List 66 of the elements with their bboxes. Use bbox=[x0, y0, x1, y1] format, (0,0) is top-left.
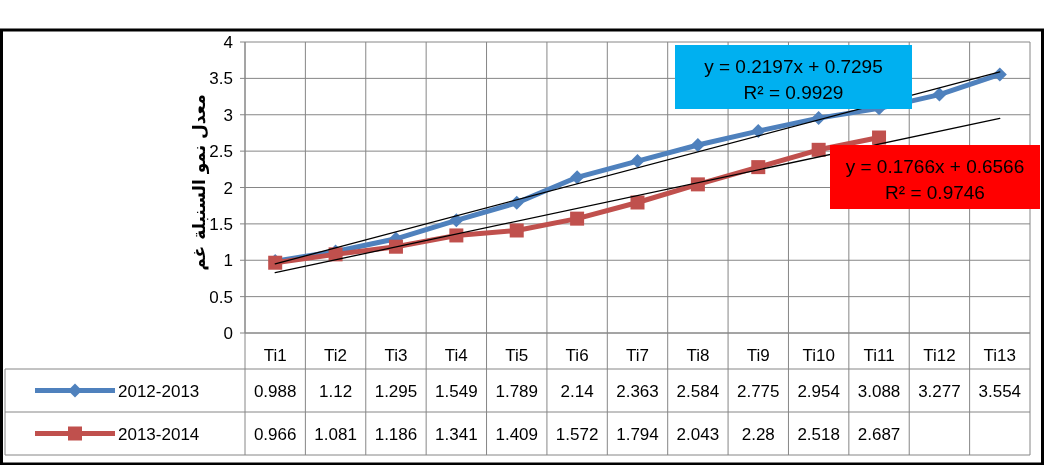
point bbox=[449, 228, 464, 243]
data-label: 2.518 bbox=[797, 424, 840, 444]
data-label: 1.295 bbox=[374, 381, 418, 401]
x-tick-label: Ti5 bbox=[505, 346, 529, 365]
data-label: 1.409 bbox=[495, 424, 538, 444]
y-tick-label: 1 bbox=[223, 251, 233, 271]
data-label: 1.081 bbox=[314, 424, 357, 444]
data-label: 1.12 bbox=[319, 381, 353, 401]
data-label: 2.14 bbox=[560, 381, 594, 401]
point bbox=[932, 87, 947, 102]
data-label: 2.584 bbox=[676, 381, 720, 401]
data-label: 1.789 bbox=[495, 381, 538, 401]
data-label: 0.966 bbox=[253, 424, 297, 444]
y-tick-label: 2.5 bbox=[209, 142, 233, 162]
x-tick-label: Ti3 bbox=[384, 346, 408, 365]
point bbox=[570, 170, 585, 185]
y-tick-label: 2 bbox=[223, 178, 233, 198]
y-tick-label: 3 bbox=[223, 105, 233, 125]
legend-label: 2013-2014 bbox=[118, 424, 200, 444]
legend-label: 2012-2013 bbox=[118, 381, 200, 401]
annotation: y = 0.1766x + 0.6566 R² = 0.9746 bbox=[845, 156, 1025, 203]
annotation: y = 0.2197x + 0.7295 R² = 0.9929 bbox=[704, 56, 883, 103]
point bbox=[388, 239, 403, 254]
x-tick-label: Ti8 bbox=[686, 346, 710, 365]
y-tick-label: 0.5 bbox=[209, 287, 233, 307]
point bbox=[630, 195, 645, 210]
data-label: 3.554 bbox=[978, 381, 1022, 401]
point bbox=[509, 223, 524, 238]
data-label: 1.549 bbox=[435, 381, 478, 401]
data-label: 1.572 bbox=[555, 424, 599, 444]
x-tick-label: Ti11 bbox=[863, 346, 895, 365]
data-label: 2.043 bbox=[676, 424, 720, 444]
point bbox=[690, 177, 705, 192]
y-tick-label: 3.5 bbox=[209, 69, 233, 89]
point bbox=[751, 160, 766, 175]
data-label: 2.954 bbox=[797, 381, 840, 401]
x-tick-label: Ti4 bbox=[444, 346, 468, 365]
data-label: 2.775 bbox=[737, 381, 780, 401]
x-tick-label: Ti6 bbox=[565, 346, 589, 365]
x-tick-label: Ti13 bbox=[983, 346, 1017, 365]
y-tick-label: 0 bbox=[223, 324, 233, 343]
data-label: 2.28 bbox=[741, 424, 775, 444]
point bbox=[630, 154, 645, 169]
data-label: 3.088 bbox=[857, 381, 901, 401]
x-tick-label: Ti10 bbox=[802, 346, 835, 365]
point bbox=[811, 142, 826, 157]
x-tick-label: Ti12 bbox=[923, 346, 956, 365]
data-label: 1.186 bbox=[374, 424, 418, 444]
data-label: 2.687 bbox=[857, 424, 901, 444]
point bbox=[751, 124, 766, 139]
x-tick-label: Ti1 bbox=[263, 346, 287, 365]
y-tick-label: 1.5 bbox=[209, 214, 233, 234]
data-label: 0.988 bbox=[253, 381, 297, 401]
data-label: 1.341 bbox=[435, 424, 478, 444]
point bbox=[570, 211, 585, 226]
data-label: 1.794 bbox=[616, 424, 659, 444]
y-axis-title: معدل نمو السنبلة غم bbox=[189, 94, 210, 271]
data-label: 2.363 bbox=[616, 381, 659, 401]
point bbox=[690, 138, 705, 153]
x-tick-label: Ti7 bbox=[626, 346, 649, 365]
x-tick-label: Ti9 bbox=[746, 346, 770, 365]
x-tick-label: Ti2 bbox=[324, 346, 348, 365]
point bbox=[872, 130, 887, 145]
point bbox=[449, 213, 464, 228]
data-label: 3.277 bbox=[918, 381, 961, 401]
y-tick-label: 4 bbox=[223, 33, 233, 52]
